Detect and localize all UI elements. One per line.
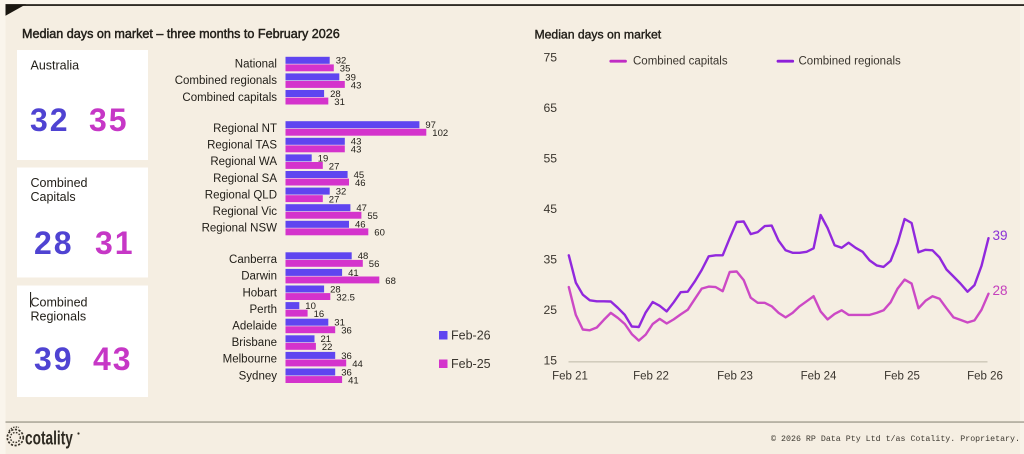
- svg-text:National: National: [235, 59, 277, 71]
- svg-text:Feb 22: Feb 22: [633, 371, 669, 383]
- svg-text:28: 28: [993, 283, 1008, 298]
- svg-text:Feb-25: Feb-25: [451, 357, 491, 371]
- svg-text:Sydney: Sydney: [239, 370, 278, 382]
- svg-text:43: 43: [351, 145, 362, 156]
- svg-text:31: 31: [334, 97, 345, 108]
- svg-text:46: 46: [355, 220, 366, 231]
- svg-text:Combined: Combined: [31, 176, 88, 190]
- svg-text:44: 44: [352, 359, 363, 370]
- svg-text:36: 36: [341, 367, 352, 378]
- svg-text:Median days on market: Median days on market: [535, 28, 662, 42]
- svg-text:cotality: cotality: [25, 427, 74, 449]
- svg-text:35: 35: [89, 102, 129, 138]
- svg-text:25: 25: [543, 303, 557, 317]
- svg-text:Feb-26: Feb-26: [451, 328, 491, 342]
- svg-text:41: 41: [348, 268, 359, 279]
- svg-text:Darwin: Darwin: [241, 271, 277, 283]
- svg-text:Australia: Australia: [31, 58, 80, 72]
- svg-text:39: 39: [34, 341, 74, 377]
- svg-text:32: 32: [336, 56, 347, 67]
- svg-text:48: 48: [358, 251, 369, 262]
- svg-text:Median days on market – three: Median days on market – three months to …: [22, 27, 340, 41]
- svg-text:Combined regionals: Combined regionals: [799, 56, 902, 68]
- svg-text:45: 45: [543, 202, 557, 216]
- svg-text:Regional NSW: Regional NSW: [202, 223, 278, 235]
- svg-text:36: 36: [341, 351, 352, 362]
- svg-text:31: 31: [95, 225, 135, 261]
- svg-text:43: 43: [351, 80, 362, 91]
- svg-text:46: 46: [355, 178, 366, 189]
- svg-text:Combined: Combined: [31, 296, 88, 310]
- svg-text:65: 65: [543, 101, 557, 115]
- svg-text:Adelaide: Adelaide: [232, 321, 277, 333]
- svg-text:35: 35: [543, 252, 557, 266]
- svg-text:28: 28: [330, 89, 341, 100]
- svg-text:Feb 26: Feb 26: [967, 371, 1003, 383]
- svg-text:10: 10: [305, 301, 316, 312]
- svg-text:41: 41: [348, 375, 359, 386]
- svg-text:Regional NT: Regional NT: [213, 123, 277, 135]
- svg-text:Hobart: Hobart: [242, 287, 277, 299]
- svg-text:45: 45: [354, 170, 365, 181]
- svg-text:31: 31: [334, 318, 345, 329]
- svg-text:Combined regionals: Combined regionals: [175, 75, 278, 87]
- svg-text:97: 97: [425, 120, 436, 131]
- svg-text:Feb 25: Feb 25: [884, 371, 920, 383]
- svg-text:47: 47: [356, 203, 367, 214]
- svg-text:55: 55: [543, 151, 557, 165]
- svg-text:22: 22: [322, 342, 333, 353]
- svg-text:Regional WA: Regional WA: [210, 156, 277, 168]
- svg-text:27: 27: [329, 161, 340, 172]
- svg-text:68: 68: [385, 276, 396, 287]
- svg-text:15: 15: [543, 353, 557, 367]
- svg-text:39: 39: [993, 228, 1008, 243]
- svg-text:36: 36: [341, 326, 352, 337]
- svg-text:21: 21: [321, 334, 332, 345]
- svg-text:Combined capitals: Combined capitals: [182, 92, 277, 104]
- svg-text:19: 19: [318, 153, 329, 164]
- svg-text:Regionals: Regionals: [31, 310, 87, 324]
- svg-text:55: 55: [367, 211, 378, 222]
- svg-text:Regional TAS: Regional TAS: [207, 140, 277, 152]
- svg-text:43: 43: [93, 341, 133, 377]
- svg-text:Melbourne: Melbourne: [223, 354, 277, 366]
- svg-text:39: 39: [345, 72, 356, 83]
- svg-text:Feb 21: Feb 21: [552, 371, 588, 383]
- svg-text:28: 28: [330, 284, 341, 295]
- svg-text:102: 102: [432, 128, 448, 139]
- svg-text:© 2026 RP Data Pty Ltd t/as Co: © 2026 RP Data Pty Ltd t/as Cotality. Pr…: [771, 434, 1020, 444]
- svg-text:27: 27: [329, 195, 340, 206]
- svg-text:Feb 23: Feb 23: [717, 371, 753, 383]
- svg-text:Regional SA: Regional SA: [213, 173, 277, 185]
- svg-text:Perth: Perth: [250, 304, 278, 316]
- svg-text:Combined capitals: Combined capitals: [633, 56, 728, 68]
- svg-text:32: 32: [30, 102, 70, 138]
- svg-text:35: 35: [340, 64, 351, 75]
- svg-text:16: 16: [314, 309, 325, 320]
- svg-text:Regional QLD: Regional QLD: [205, 189, 277, 201]
- svg-text:60: 60: [374, 228, 385, 239]
- svg-text:32.5: 32.5: [336, 292, 355, 303]
- svg-text:Brisbane: Brisbane: [232, 337, 277, 349]
- svg-text:56: 56: [369, 259, 380, 270]
- svg-text:32: 32: [336, 187, 347, 198]
- svg-text:Canberra: Canberra: [229, 254, 278, 266]
- svg-text:Capitals: Capitals: [31, 190, 76, 204]
- svg-text:43: 43: [351, 137, 362, 148]
- svg-text:75: 75: [543, 51, 557, 65]
- svg-text:Regional Vic: Regional Vic: [213, 206, 278, 218]
- svg-text:28: 28: [34, 225, 74, 261]
- svg-text:Feb 24: Feb 24: [801, 371, 837, 383]
